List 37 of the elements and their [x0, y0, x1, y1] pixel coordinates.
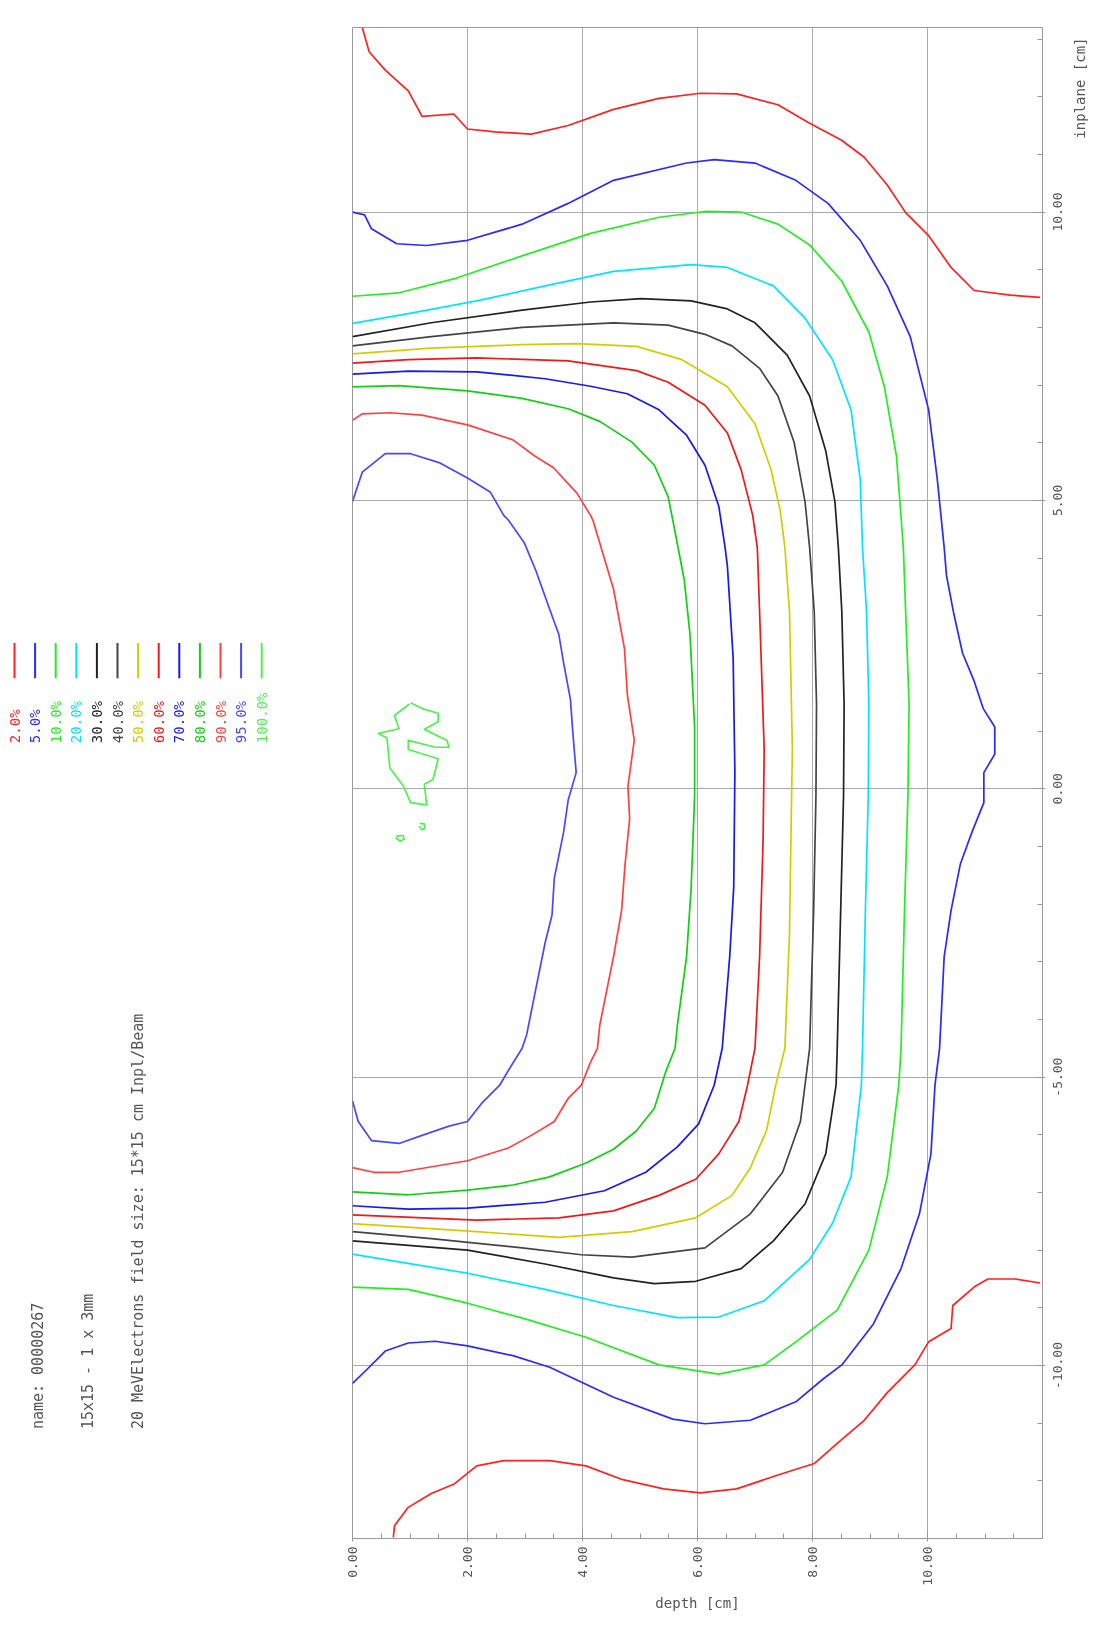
text: 80.0%: [191, 700, 208, 744]
text: 20 MeVElectrons field size: 15*15 cm Inpl/Beam: [128, 1013, 147, 1430]
y-tick-label: 5.00: [1050, 484, 1065, 517]
text: 10.0%: [47, 700, 64, 744]
y-tick-label: -5.00: [1050, 1057, 1065, 1097]
text: 100.0%: [253, 692, 270, 744]
x-tick-label: 6.00: [690, 1546, 705, 1578]
text: 30.0%: [88, 700, 105, 744]
x-axis-title: depth [cm]: [655, 1594, 740, 1611]
text: 95.0%: [233, 700, 250, 744]
x-tick-label: 2.00: [460, 1546, 475, 1578]
text: 2.0%: [6, 708, 23, 744]
line-series: [352, 411, 636, 1174]
line-series: [352, 210, 910, 1375]
line-series: [418, 822, 426, 831]
line-series: [392, 1278, 1042, 1539]
text: 90.0%: [212, 700, 229, 744]
line-series: [377, 701, 450, 806]
y-axis-title: inplane [cm]: [1071, 37, 1088, 139]
line-series: [352, 452, 578, 1145]
x-tick-label: 10.00: [920, 1546, 935, 1586]
text: 5.0%: [27, 708, 44, 744]
text: 70.0%: [171, 700, 188, 744]
x-tick-label: 4.00: [575, 1546, 590, 1578]
text: 50.0%: [130, 700, 147, 744]
x-tick-label: 0.00: [345, 1546, 360, 1578]
text: 15x15 - 1 x 3mm: [78, 1293, 97, 1430]
text: 60.0%: [150, 700, 167, 744]
text: name: 00000267: [28, 1302, 47, 1430]
x-tick-label: 8.00: [805, 1546, 820, 1578]
y-tick-label: -10.00: [1050, 1342, 1065, 1389]
y-tick-label: 0.00: [1050, 773, 1065, 805]
text: 40.0%: [109, 700, 126, 744]
line-series: [352, 158, 996, 1425]
line-series: [361, 27, 1042, 299]
y-tick-label: 10.00: [1050, 192, 1065, 232]
text: 20.0%: [68, 700, 85, 744]
